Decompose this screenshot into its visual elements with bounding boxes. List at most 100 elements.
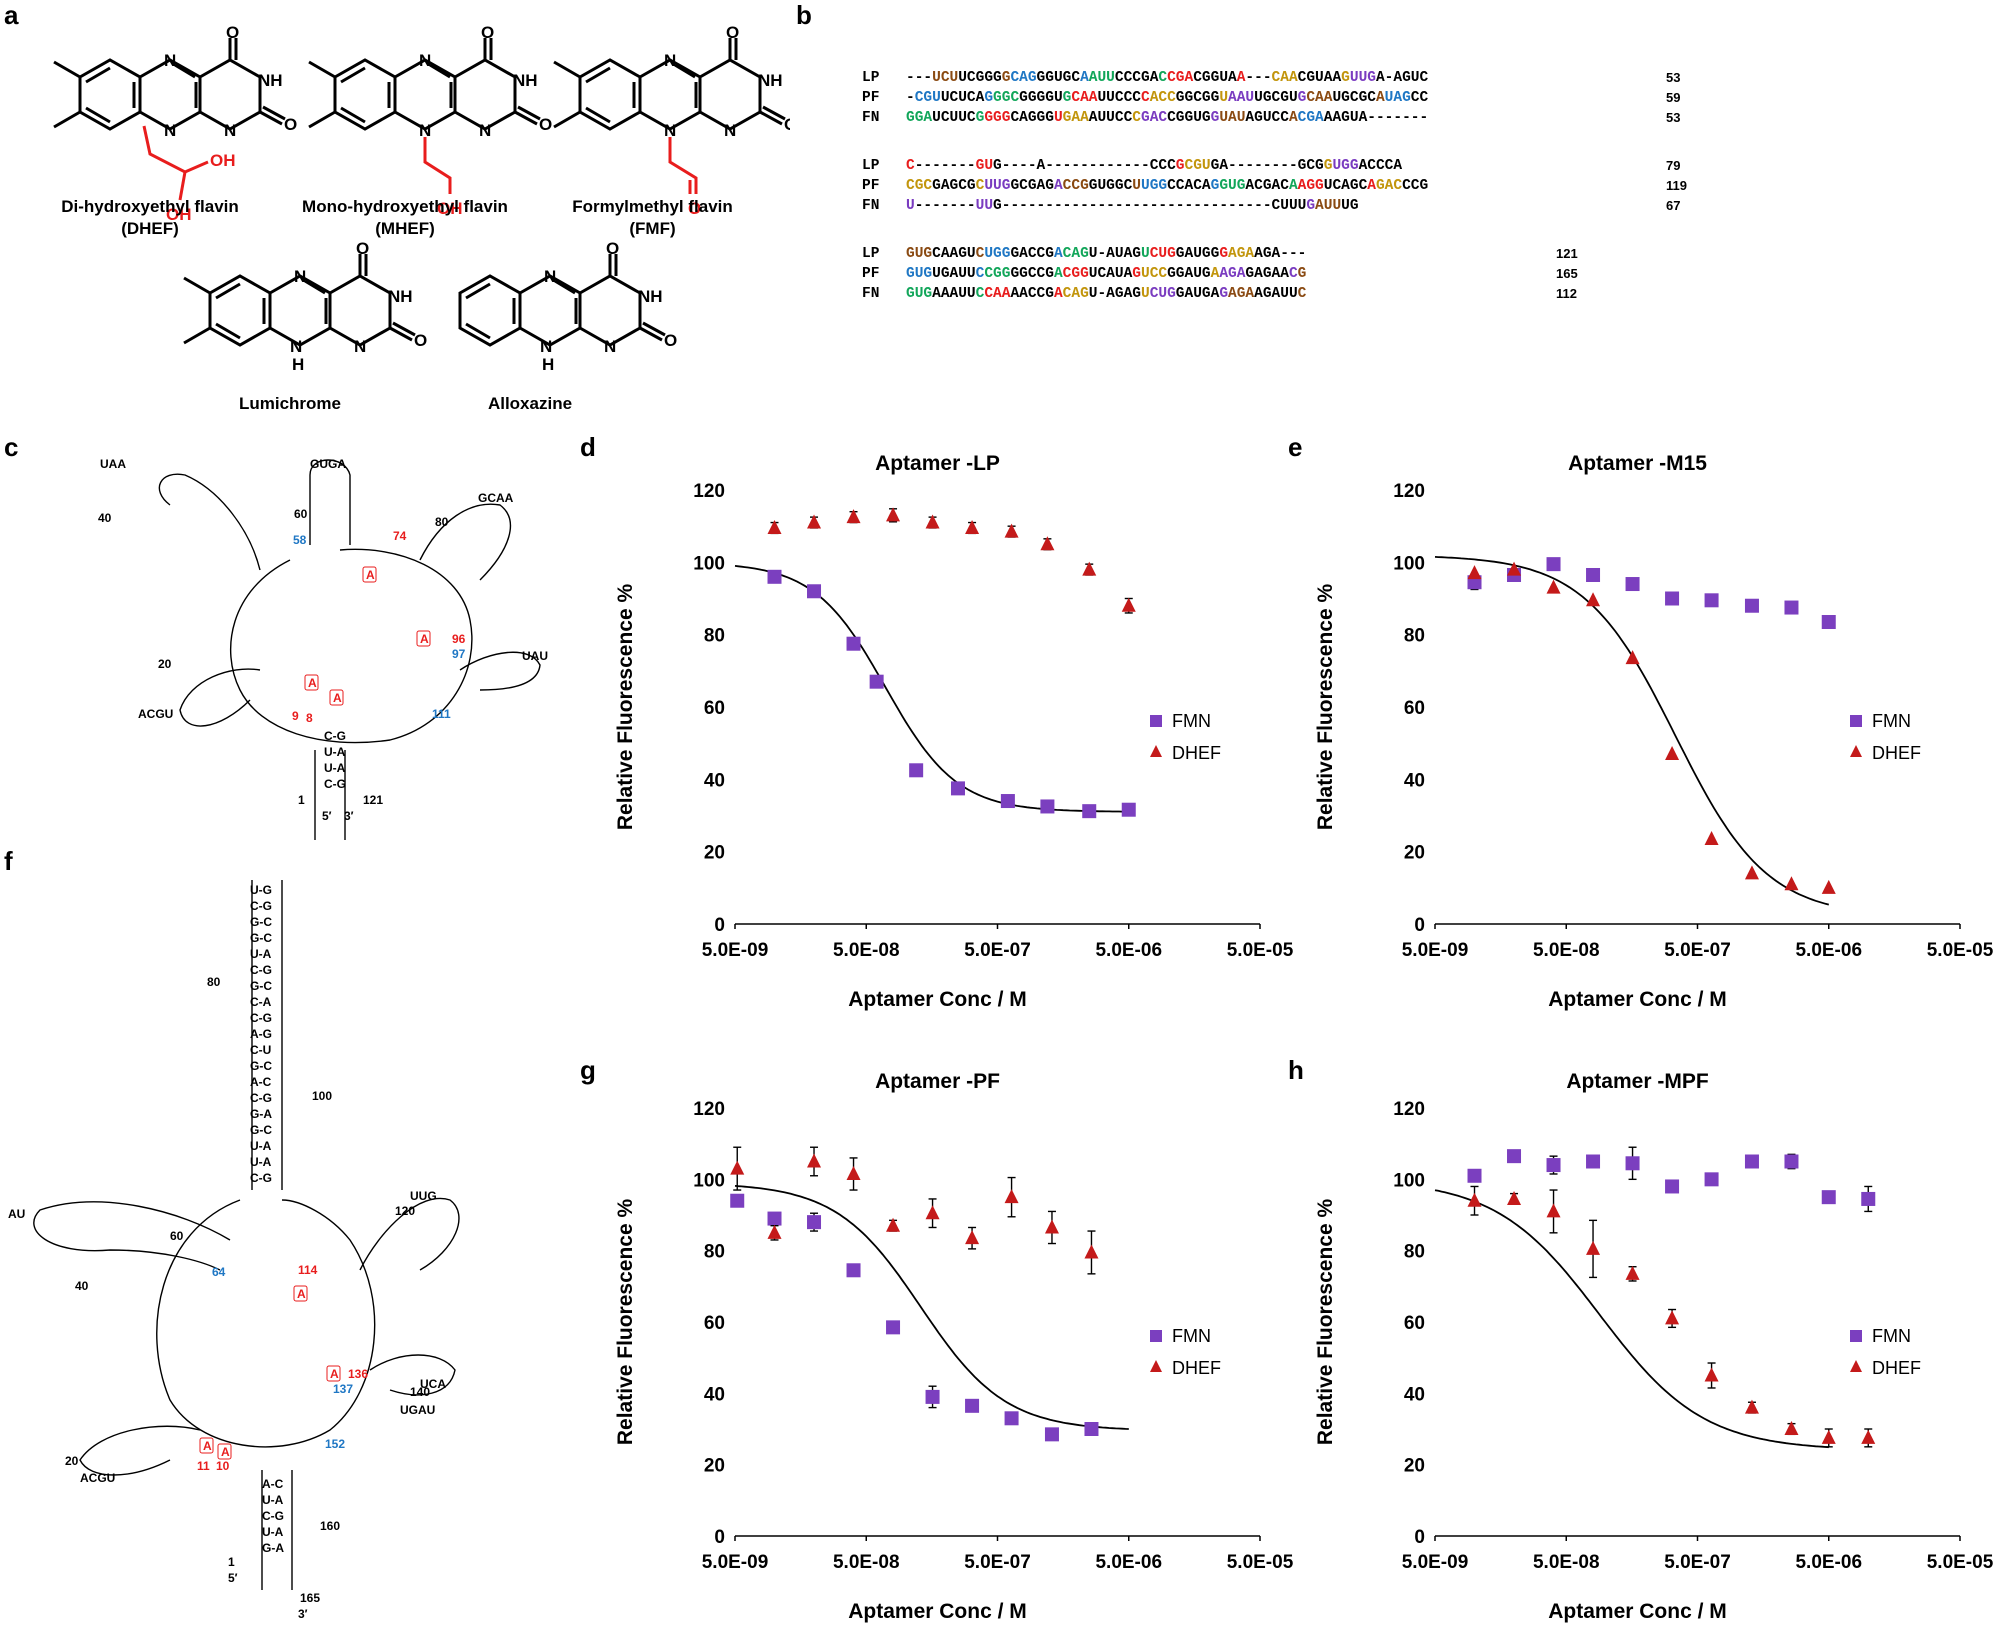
base-pair: G-A (250, 1107, 272, 1121)
structure-label: 120 (395, 1204, 415, 1218)
y-tick-label: 40 (704, 1384, 725, 1405)
atom-label: O (539, 115, 552, 134)
legend-marker-dhef (1850, 1360, 1862, 1372)
structure-label: 137 (333, 1382, 353, 1396)
base-pair: G-C (250, 1059, 272, 1073)
atom-label: N (664, 51, 676, 70)
data-point-fmn (807, 584, 822, 599)
base-pair: U-A (262, 1525, 284, 1539)
y-tick-label: 80 (704, 1242, 725, 1263)
structure-label: A (297, 1287, 306, 1301)
atom-label: H (292, 355, 304, 374)
atom-label: O (664, 331, 677, 350)
data-point-fmn (1040, 799, 1055, 814)
structure-label: 136 (348, 1367, 368, 1381)
x-tick-label: 5.0E-07 (964, 1552, 1031, 1573)
legend-label-dhef: DHEF (1172, 743, 1221, 763)
base-pair: A-C (262, 1477, 284, 1491)
data-point-fmn (1507, 1149, 1522, 1164)
y-tick-label: 40 (704, 770, 725, 791)
data-point-fmn (869, 674, 884, 689)
loop-seq: UCA (420, 1377, 446, 1391)
data-point-fmn (909, 763, 924, 778)
x-tick-label: 5.0E-05 (1227, 1552, 1294, 1573)
structure-label: 140 (410, 1385, 430, 1399)
atom-label: O (606, 239, 619, 258)
x-tick-label: 5.0E-09 (1402, 1552, 1469, 1573)
y-tick-label: 0 (714, 915, 725, 936)
legend-label-dhef: DHEF (1872, 743, 1921, 763)
structure-label: 152 (325, 1437, 345, 1451)
legend-label-fmn: FMN (1872, 1326, 1911, 1346)
atom-label: N (479, 121, 491, 140)
base-pair: G-C (250, 915, 272, 929)
alignment-row: PF GUGUGAUUCCGGGGCCGACGGUCAUAGUCCGGAUGAAG… (862, 266, 1578, 282)
structure-label: 58 (293, 533, 307, 547)
chart-aptamer-lp: Aptamer -LP 0 20 40 60 80 100 120 5.0E-09 5.0E-08… (614, 452, 1294, 1011)
atom-label: NH (258, 71, 283, 90)
loop-seq: AU (8, 1207, 25, 1221)
alignment-row: FN GUGAAAUUCCAAAACCGACAGU-AGAGUCUGGAUGAGA… (862, 286, 1577, 302)
data-point-dhef (965, 1230, 980, 1245)
structure-label: 114 (298, 1263, 318, 1277)
panel-letter-f: f (4, 846, 13, 876)
legend-label-dhef: DHEF (1172, 1358, 1221, 1378)
chart-title: Aptamer -LP (875, 452, 1000, 475)
fit-curve (734, 1185, 1129, 1430)
legend-label-fmn: FMN (1872, 711, 1911, 731)
structure-label: 100 (312, 1089, 332, 1103)
x-tick-label: 5.0E-06 (1795, 1552, 1862, 1573)
y-tick-label: 0 (1414, 915, 1425, 936)
x-tick-label: 5.0E-09 (702, 940, 769, 961)
legend-marker-fmn (1150, 715, 1162, 727)
chart-aptamer-m15: Aptamer -M15 0 20 40 60 80 100 120 5.0E-09 5.0E-0… (1314, 452, 1994, 1011)
atom-label: N (419, 121, 431, 140)
x-tick-label: 5.0E-05 (1927, 1552, 1994, 1573)
y-tick-label: 60 (1404, 698, 1425, 719)
structure-label: A (308, 676, 317, 690)
structure-label: 20 (65, 1454, 79, 1468)
data-point-dhef (1784, 1421, 1799, 1435)
panel-letter-d: d (580, 432, 596, 462)
y-axis-label: Relative Fluorescence % (1314, 584, 1337, 831)
panel-letter-g: g (580, 1055, 596, 1085)
data-point-fmn (1000, 794, 1015, 809)
data-point-fmn (1546, 557, 1561, 572)
base-pair: C-A (250, 995, 272, 1009)
structure-label: 60 (170, 1229, 184, 1243)
data-point-fmn (965, 1398, 980, 1413)
data-point-dhef (846, 509, 861, 524)
structure-label: A (330, 1367, 339, 1381)
legend-marker-fmn (1850, 1330, 1862, 1342)
loop-seq: ACGU (138, 707, 173, 721)
atom-label: O (726, 23, 739, 42)
x-tick-label: 5.0E-07 (964, 940, 1031, 961)
sequence-fn: GUGAAAUUCCAAAACCGACAGU-AGAGUCUGGAUGAGAGA… (906, 286, 1307, 302)
x-tick-label: 5.0E-07 (1664, 940, 1731, 961)
atom-label: N (294, 267, 306, 286)
data-point-dhef (1625, 1265, 1640, 1280)
data-point-dhef (1625, 650, 1640, 665)
atom-label: O (414, 331, 427, 350)
legend-marker-fmn (1850, 715, 1862, 727)
legend-marker-dhef (1150, 745, 1162, 757)
data-point-dhef (1044, 1219, 1059, 1234)
sequence-lp: GUGCAAGUCUGGGACCGACAGU-AUAGUCUGGAUGGGAGA… (906, 246, 1307, 262)
data-point-dhef (886, 507, 901, 522)
structure-label: A (333, 691, 342, 705)
structure-label: A (221, 1445, 230, 1459)
chart-title: Aptamer -MPF (1566, 1070, 1709, 1093)
structure-label: 111 (432, 707, 451, 721)
data-point-dhef (965, 519, 980, 534)
data-point-dhef (1467, 565, 1482, 580)
y-tick-label: 20 (1404, 1456, 1425, 1477)
sequence-pf: -CGUUCUCAGGGCGGGGUGCAAUUCCCCACCGGCGGUAAU… (906, 90, 1429, 106)
data-point-fmn (1586, 567, 1601, 582)
data-point-fmn (1744, 1154, 1759, 1169)
x-tick-label: 5.0E-08 (833, 1552, 900, 1573)
y-tick-label: 100 (693, 553, 725, 574)
structure-label: 11 (197, 1459, 210, 1473)
y-tick-label: 80 (1404, 1242, 1425, 1263)
data-point-fmn (1044, 1427, 1059, 1442)
y-tick-label: 20 (704, 1456, 725, 1477)
